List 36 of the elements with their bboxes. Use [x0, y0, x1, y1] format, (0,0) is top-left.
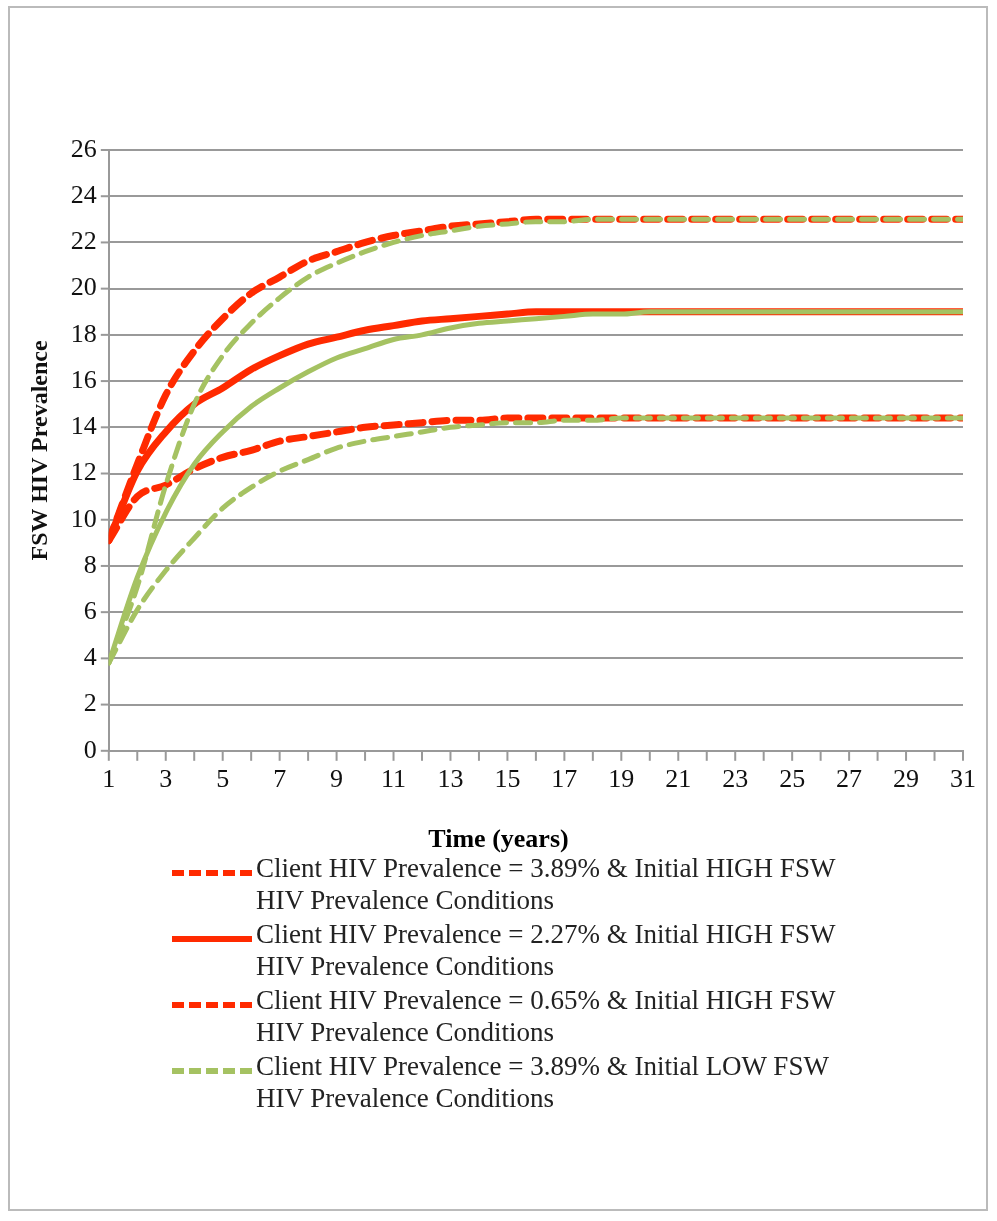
- y-axis-title: FSW HIV Prevalence: [25, 340, 52, 561]
- y-tick-label: 0: [83, 734, 97, 764]
- x-tick-label: 29: [893, 764, 920, 794]
- x-tick-label: 9: [330, 764, 344, 794]
- x-tick-label: 5: [216, 764, 230, 794]
- x-tick-label: 31: [950, 764, 976, 794]
- y-tick-label: 8: [83, 549, 97, 579]
- x-tick-label: 13: [437, 764, 464, 794]
- y-tick-label: 22: [70, 226, 97, 256]
- y-tick-label: 2: [83, 688, 97, 718]
- y-tick-label: 12: [70, 457, 97, 487]
- y-tick-label: 20: [70, 272, 97, 302]
- legend-label: Client HIV Prevalence = 3.89% & Initial LOW FSW HIV Prevalence Conditions: [256, 1050, 830, 1114]
- legend-label: Client HIV Prevalence = 0.65% & Initial HIGH FSW HIV Prevalence Conditions: [256, 984, 836, 1048]
- y-tick-label: 14: [70, 411, 97, 441]
- x-tick-label: 23: [722, 764, 749, 794]
- x-tick-label: 3: [159, 764, 173, 794]
- legend-label: Client HIV Prevalence = 2.27% & Initial HIGH FSW HIV Prevalence Conditions: [256, 918, 836, 982]
- x-tick-label: 7: [273, 764, 287, 794]
- x-tick-label: 27: [836, 764, 863, 794]
- x-tick-label: 19: [608, 764, 635, 794]
- legend-label: Client HIV Prevalence = 3.89% & Initial HIGH FSW HIV Prevalence Conditions: [256, 852, 836, 916]
- y-tick-label: 10: [70, 503, 97, 533]
- x-tick-label: 21: [665, 764, 692, 794]
- x-tick-label: 25: [779, 764, 806, 794]
- y-tick-label: 16: [70, 364, 97, 394]
- x-tick-label: 1: [102, 764, 116, 794]
- y-tick-label: 26: [70, 133, 97, 163]
- x-axis-title: Time (years): [427, 824, 570, 854]
- y-tick-label: 24: [70, 180, 97, 210]
- y-tick-label: 4: [83, 642, 97, 672]
- x-tick-label: 15: [494, 764, 521, 794]
- y-tick-label: 6: [83, 595, 97, 625]
- x-tick-label: 11: [381, 764, 407, 794]
- x-tick-label: 17: [551, 764, 578, 794]
- y-tick-label: 18: [70, 318, 97, 348]
